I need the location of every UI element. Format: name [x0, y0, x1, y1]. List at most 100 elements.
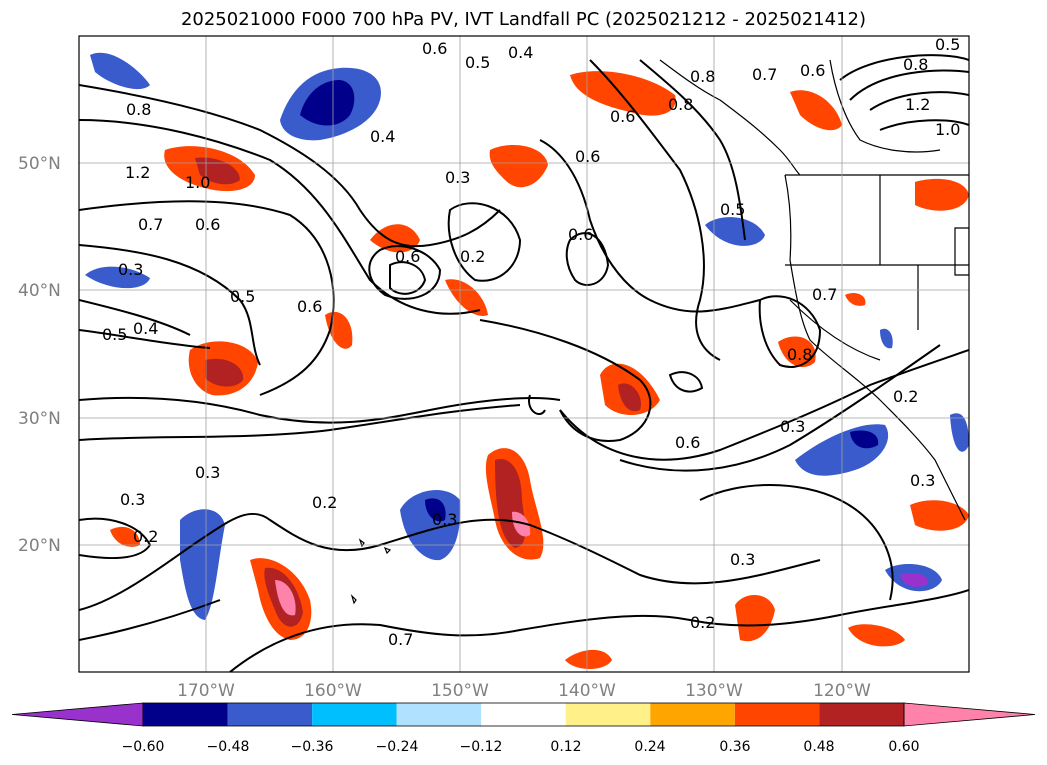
- contour-label: 0.4: [508, 43, 533, 62]
- longitude-labels: 170°W 160°W 150°W 140°W 130°W 120°W: [177, 681, 871, 701]
- contour-label: 0.3: [120, 490, 145, 509]
- contour-label: 1.0: [935, 120, 960, 139]
- coastline: [954, 227, 969, 276]
- negative-anomaly: [90, 52, 150, 90]
- positive-anomaly: [570, 71, 676, 116]
- negative-anomaly: [300, 80, 355, 126]
- pv-contour: [447, 202, 522, 282]
- contour-label: 0.6: [610, 107, 635, 126]
- negative-anomaly: [400, 489, 461, 561]
- contour-labels: 0.6 0.5 0.4 0.8 0.7 0.6 0.5 0.8 1.2 1.0 …: [102, 35, 960, 649]
- latitude-labels: 50°N 40°N 30°N 20°N: [18, 154, 61, 556]
- negative-anomaly: [880, 328, 893, 349]
- graticule: [79, 36, 969, 672]
- negative-anomaly: [950, 413, 969, 452]
- colorbar-bin: [481, 703, 566, 726]
- colorbar-bin: [227, 703, 313, 726]
- contour-label: 0.6: [422, 39, 447, 58]
- contour-label: 0.3: [432, 510, 457, 529]
- colorbar-bin: [734, 703, 820, 726]
- pv-contour: [539, 139, 761, 313]
- colorbar-tick-label: 0.48: [803, 739, 834, 755]
- colorbar-tick-label: 0.24: [634, 739, 665, 755]
- lat-label: 50°N: [18, 154, 61, 174]
- colorbar-under-extension: [11, 702, 144, 727]
- positive-anomaly: [910, 500, 969, 531]
- negative-anomaly: [85, 266, 150, 289]
- positive-anomaly: [275, 580, 296, 616]
- pv-contour: [79, 84, 501, 248]
- negative-anomaly: [705, 217, 765, 246]
- contour-label: 0.8: [787, 345, 812, 364]
- pv-contour: [758, 295, 822, 368]
- contour-label: 0.8: [126, 100, 151, 119]
- positive-anomaly: [915, 178, 969, 211]
- contour-label: 0.2: [460, 247, 485, 266]
- colorbar-bin: [143, 703, 228, 726]
- contour-label: 0.6: [297, 297, 322, 316]
- pv-contour: [79, 299, 191, 336]
- coastline: [350, 538, 392, 605]
- colorbar-bin: [565, 703, 651, 726]
- positive-anomaly: [845, 293, 866, 306]
- negative-anomaly: [180, 509, 225, 620]
- contour-label: 0.7: [812, 285, 837, 304]
- pv-contour: [389, 261, 427, 295]
- contour-label: 0.2: [690, 613, 715, 632]
- positive-anomaly: [489, 145, 548, 188]
- contour-label: 1.2: [125, 163, 150, 182]
- colorbar-tick-label: 0.36: [719, 739, 750, 755]
- pv-contour: [79, 396, 561, 424]
- contour-label: 0.3: [780, 417, 805, 436]
- contour-label: 0.3: [445, 168, 470, 187]
- colorbar-tick-label: −0.24: [376, 739, 419, 755]
- positive-anomaly: [512, 511, 531, 537]
- colorbar-bin: [819, 703, 904, 726]
- contour-label: 0.6: [568, 225, 593, 244]
- contour-label: 0.5: [102, 325, 127, 344]
- lon-label: 120°W: [813, 681, 871, 701]
- negative-anomaly: [850, 430, 879, 449]
- map-title: 2025021000 F000 700 hPa PV, IVT Landfall…: [180, 9, 867, 30]
- pv-contour: [559, 349, 969, 461]
- lon-label: 160°W: [304, 681, 362, 701]
- colorbar-tick-label: 0.12: [550, 739, 581, 755]
- colorbar-tick-label: −0.36: [291, 739, 334, 755]
- contour-label: 0.3: [195, 463, 220, 482]
- pv-contour: [589, 59, 721, 361]
- positive-anomaly: [205, 358, 244, 387]
- contour-label: 0.7: [138, 215, 163, 234]
- contour-label: 0.8: [690, 67, 715, 86]
- pv-contour: [79, 404, 521, 441]
- colorbar-ticks: −0.60 −0.48 −0.36 −0.24 −0.12 0.12 0.24 …: [122, 739, 920, 755]
- contour-label: 0.3: [118, 260, 143, 279]
- contour-label: 0.3: [910, 471, 935, 490]
- contour-label: 0.5: [935, 35, 960, 54]
- pv-contour: [849, 69, 969, 101]
- colorbar-tick-label: −0.48: [207, 739, 250, 755]
- pv-contour: [79, 512, 821, 611]
- contour-label: 1.0: [185, 173, 210, 192]
- lon-label: 170°W: [177, 681, 235, 701]
- contour-label: 0.8: [668, 95, 693, 114]
- contour-label: 0.8: [903, 55, 928, 74]
- contour-label: 0.2: [133, 527, 158, 546]
- contour-label: 0.6: [800, 61, 825, 80]
- lat-label: 40°N: [18, 281, 61, 301]
- contour-label: 1.2: [905, 95, 930, 114]
- contour-label: 0.4: [133, 319, 158, 338]
- contour-label: 0.6: [675, 433, 700, 452]
- pv-contour: [565, 232, 610, 286]
- pv-contour: [79, 200, 335, 396]
- contour-label: 0.4: [370, 127, 395, 146]
- pv-contour: [79, 119, 481, 315]
- coastline-layer: [350, 59, 969, 605]
- lon-label: 150°W: [431, 681, 489, 701]
- pv-contour: [619, 344, 941, 472]
- negative-anomaly: [425, 498, 446, 522]
- colorbar-border: [142, 702, 905, 727]
- colorbar: [11, 702, 1036, 727]
- contour-label: 0.6: [395, 247, 420, 266]
- contour-label: 0.5: [230, 287, 255, 306]
